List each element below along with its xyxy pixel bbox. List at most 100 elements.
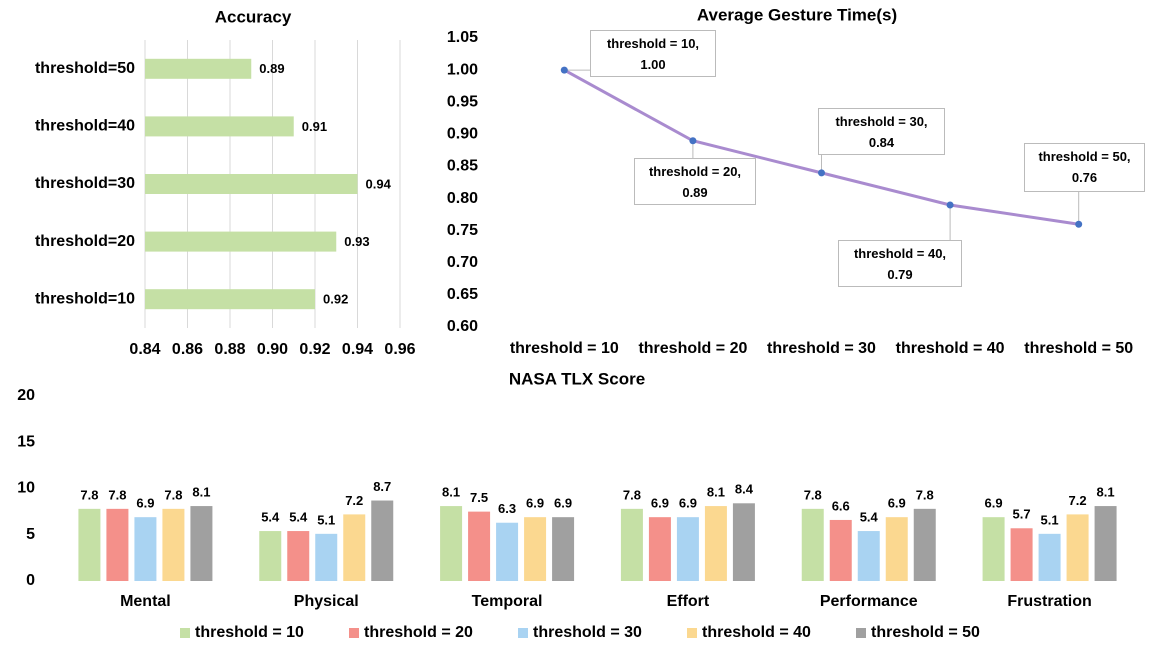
bar [145, 58, 252, 79]
marker [689, 137, 697, 145]
bar [801, 508, 824, 581]
bar [552, 517, 575, 581]
bar [1038, 533, 1061, 581]
y-tick-label: 0.85 [447, 158, 478, 175]
data-label: 0.91 [302, 119, 327, 134]
data-label: 0.89 [259, 61, 284, 76]
data-label: threshold = 40, 0.79 [838, 240, 962, 287]
bar [676, 517, 699, 581]
bar [885, 517, 908, 581]
x-tick-label: 0.92 [299, 341, 330, 358]
bar [371, 500, 394, 581]
y-tick-label: 0.60 [447, 318, 478, 335]
data-label: threshold = 50, 0.76 [1024, 143, 1145, 192]
bar [1094, 506, 1117, 581]
data-label: threshold = 20, 0.89 [634, 158, 756, 205]
y-tick-label: threshold=20 [35, 233, 135, 250]
data-label: 6.9 [985, 496, 1003, 511]
x-tick-label: Physical [294, 593, 359, 610]
data-label: 8.1 [1097, 485, 1115, 500]
x-tick-label: Performance [820, 593, 918, 610]
data-label: 8.1 [707, 485, 725, 500]
data-label: 7.5 [470, 490, 488, 505]
bar [190, 506, 213, 581]
y-tick-label: 0.90 [447, 126, 478, 143]
x-tick-label: threshold = 50 [1024, 340, 1133, 357]
data-label: 5.1 [317, 512, 335, 527]
x-tick-label: threshold = 10 [510, 340, 619, 357]
x-tick-label: Temporal [472, 593, 543, 610]
bar [145, 289, 315, 310]
marker [818, 169, 825, 177]
bar [496, 522, 519, 581]
bar [106, 508, 129, 581]
data-label: 8.1 [192, 485, 210, 500]
chart-title: Accuracy [215, 7, 292, 26]
x-tick-label: Mental [120, 593, 171, 610]
bar [648, 517, 671, 581]
y-tick-label: 0.65 [447, 286, 478, 303]
bar [704, 506, 727, 581]
x-tick-label: threshold = 40 [896, 340, 1005, 357]
x-tick-label: Frustration [1007, 593, 1091, 610]
bar [440, 506, 463, 581]
bar [468, 511, 491, 581]
bar [78, 508, 101, 581]
data-label: 0.94 [366, 176, 392, 191]
legend-label: threshold = 30 [533, 624, 642, 641]
data-label: 5.7 [1013, 507, 1031, 522]
bar [1010, 528, 1033, 581]
legend-label: threshold = 50 [871, 624, 980, 641]
data-label: threshold = 30, 0.84 [818, 108, 945, 155]
legend-swatch [518, 628, 528, 638]
data-label: 8.1 [442, 485, 460, 500]
y-tick-label: 0.70 [447, 254, 478, 271]
marker [560, 66, 568, 74]
data-label: 5.4 [289, 509, 308, 524]
y-tick-label: threshold=10 [35, 290, 135, 307]
bar [620, 508, 643, 581]
bar [343, 514, 366, 581]
y-tick-label: 15 [17, 433, 35, 450]
data-label: 7.2 [1069, 493, 1087, 508]
x-tick-label: 0.86 [172, 341, 203, 358]
data-label: 7.2 [345, 493, 363, 508]
y-tick-label: 0 [26, 572, 35, 589]
y-tick-label: threshold=50 [35, 60, 135, 77]
bar [259, 531, 282, 581]
data-label: 6.9 [136, 496, 154, 511]
marker [946, 201, 954, 209]
y-tick-label: 0.95 [447, 93, 478, 110]
x-tick-label: threshold = 30 [767, 340, 876, 357]
y-tick-label: 0.80 [447, 190, 478, 207]
data-label: threshold = 10, 1.00 [590, 30, 716, 77]
y-tick-label: 1.05 [447, 29, 478, 46]
data-label: 5.4 [261, 509, 280, 524]
bar [524, 517, 547, 581]
chart-title: Average Gesture Time(s) [697, 5, 897, 24]
data-label: 6.6 [832, 498, 850, 513]
data-label: 6.9 [651, 496, 669, 511]
data-label: 0.92 [323, 292, 348, 307]
bar [134, 517, 157, 581]
data-label: 5.4 [860, 509, 879, 524]
data-label: 5.1 [1041, 512, 1059, 527]
bar [982, 517, 1005, 581]
data-label: 6.9 [679, 496, 697, 511]
data-label: 7.8 [804, 487, 822, 502]
bar [315, 533, 338, 581]
x-tick-label: 0.90 [257, 341, 288, 358]
chart-title: NASA TLX Score [509, 369, 645, 388]
data-label: 6.9 [554, 496, 572, 511]
bar [857, 531, 880, 581]
legend-label: threshold = 40 [702, 624, 811, 641]
y-tick-label: 1.00 [447, 61, 478, 78]
data-label: 6.9 [526, 496, 544, 511]
bar [162, 508, 185, 581]
data-label: 8.4 [735, 482, 754, 497]
bar [145, 231, 337, 252]
x-tick-label: 0.96 [384, 341, 415, 358]
legend-label: threshold = 10 [195, 624, 304, 641]
bar [145, 116, 294, 137]
